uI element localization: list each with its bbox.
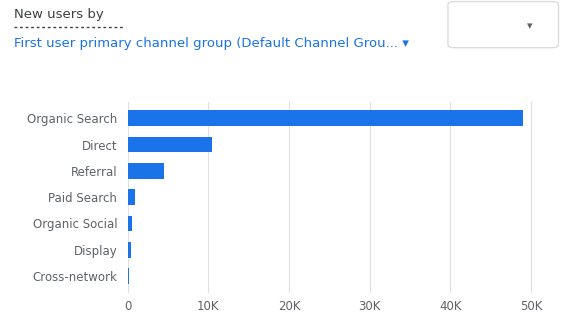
Bar xyxy=(128,137,212,153)
Bar xyxy=(128,110,523,126)
Text: ▾: ▾ xyxy=(527,21,533,31)
Text: New users by: New users by xyxy=(14,8,104,21)
Text: ✓: ✓ xyxy=(471,20,481,33)
Bar xyxy=(128,163,164,179)
Bar xyxy=(128,268,129,284)
Bar xyxy=(128,216,133,231)
Bar xyxy=(128,242,131,258)
Text: First user primary channel group (Default Channel Grou... ▾: First user primary channel group (Defaul… xyxy=(14,37,409,50)
Bar xyxy=(128,189,135,205)
